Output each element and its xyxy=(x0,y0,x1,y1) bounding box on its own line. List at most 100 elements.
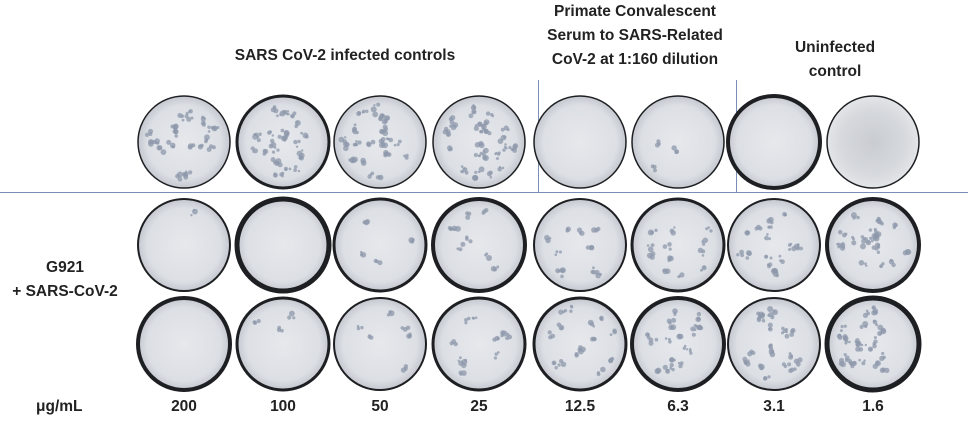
plaque-spot xyxy=(875,323,879,327)
plaque-spot xyxy=(349,157,356,164)
plaque-spot xyxy=(669,357,675,363)
plaque-spot xyxy=(258,132,262,136)
plaque-spot xyxy=(500,134,507,141)
plaque-spot xyxy=(172,129,177,134)
plaque-spot xyxy=(477,121,483,127)
plaque-spot xyxy=(188,110,191,113)
plaque-spot xyxy=(879,367,886,373)
plaque-spot xyxy=(144,132,150,137)
plaque-spot xyxy=(352,142,357,147)
plaque-spot xyxy=(276,148,280,152)
plaque-spot xyxy=(588,245,595,251)
plaque-spot xyxy=(785,330,788,334)
plaque-spot xyxy=(298,155,303,160)
plate-well xyxy=(631,95,725,189)
plaque-spot xyxy=(688,349,692,353)
plaque-spot xyxy=(696,311,702,317)
plate-well xyxy=(234,196,332,294)
plaque-spot xyxy=(294,120,301,126)
plaque-spot xyxy=(156,145,162,151)
plaque-spot xyxy=(474,142,481,148)
concentration-label: 6.3 xyxy=(667,398,689,415)
plaque-spot xyxy=(650,164,655,169)
plaque-spot xyxy=(376,102,381,107)
plaque-spot xyxy=(875,231,882,238)
plaque-spot xyxy=(600,366,606,373)
plaque-spot xyxy=(283,130,290,136)
plaque-spot xyxy=(590,336,595,342)
plaque-spot xyxy=(736,253,740,257)
plaque-spot xyxy=(465,211,470,216)
plaque-spot xyxy=(493,356,497,360)
row-label-line2: + SARS-CoV-2 xyxy=(12,283,118,300)
plaque-spot xyxy=(768,326,773,332)
plaque-spot xyxy=(477,170,481,174)
plaque-spot xyxy=(884,367,890,374)
plaque-spot xyxy=(682,346,686,350)
plaque-spot xyxy=(386,313,391,317)
plaque-spot xyxy=(177,113,183,118)
plaque-spot xyxy=(490,265,497,272)
plaque-spot xyxy=(293,139,298,145)
plaque-spot xyxy=(838,333,841,336)
plate-well xyxy=(727,297,821,391)
plaque-spot xyxy=(360,160,367,166)
plaque-spot xyxy=(569,304,573,308)
plaque-spot xyxy=(262,149,267,153)
plaque-spot xyxy=(185,111,189,115)
plaque-spot xyxy=(458,247,463,252)
plaque-spot xyxy=(744,230,750,236)
plaque-spot xyxy=(343,145,349,152)
plaque-spot xyxy=(647,246,654,253)
plaque-spot xyxy=(859,324,864,329)
header-convalescent-line2: Serum to SARS-Related xyxy=(547,27,723,44)
plaque-spot xyxy=(494,352,498,356)
plaque-spot xyxy=(253,148,258,154)
plaque-spot xyxy=(463,167,466,170)
plate-well xyxy=(235,296,331,392)
plaque-spot xyxy=(281,171,285,175)
plaque-spot xyxy=(382,142,388,149)
plaque-spot xyxy=(271,134,274,137)
plaque-spot xyxy=(360,253,364,257)
plaque-spot xyxy=(284,168,288,172)
plaque-spot xyxy=(662,244,668,249)
plaque-spot xyxy=(707,226,710,229)
plaque-spot xyxy=(873,339,878,344)
plaque-spot xyxy=(452,122,459,128)
plaque-spot xyxy=(271,150,276,154)
plate-well xyxy=(825,197,921,293)
plaque-spot xyxy=(843,324,847,328)
plaque-spot xyxy=(696,324,703,331)
plaque-spot xyxy=(668,255,674,262)
plaque-spot xyxy=(864,262,867,266)
plaque-spot xyxy=(211,145,216,150)
plaque-spot xyxy=(767,306,774,312)
plaque-spot xyxy=(702,237,709,244)
plaque-spot xyxy=(843,353,847,357)
plaque-spot xyxy=(873,336,877,339)
plaque-spot xyxy=(287,112,290,116)
plaque-spot xyxy=(576,227,583,233)
plaque-spot xyxy=(474,316,478,320)
plaque-spot xyxy=(844,358,849,363)
plaque-spot xyxy=(481,211,486,215)
plaque-spot xyxy=(497,167,503,172)
plaque-spot xyxy=(405,153,409,157)
plaque-spot xyxy=(672,308,678,314)
plaque-spot xyxy=(646,244,650,247)
plaque-spot xyxy=(652,168,657,173)
plaque-spot xyxy=(378,116,382,121)
plaque-spot xyxy=(742,356,748,362)
plaque-spot xyxy=(669,362,674,368)
plaque-spot xyxy=(790,329,795,334)
plaque-spot xyxy=(782,211,787,217)
plaque-spot xyxy=(383,153,388,158)
plate-well xyxy=(333,297,427,391)
plate-well xyxy=(235,94,331,190)
plaque-spot xyxy=(355,140,358,143)
plaque-spot xyxy=(837,245,841,249)
plaque-spot xyxy=(759,313,765,319)
plaque-spot xyxy=(256,318,261,324)
plaque-spot xyxy=(297,169,301,173)
